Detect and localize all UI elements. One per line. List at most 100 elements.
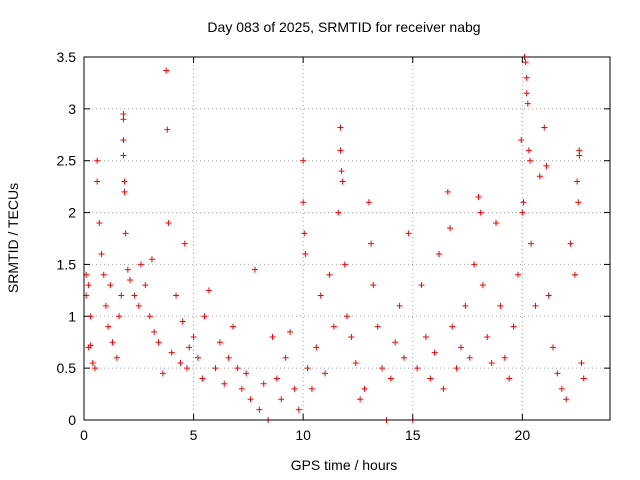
x-tick-labels: 0 5 10 15 20	[80, 427, 530, 443]
data-point	[525, 147, 532, 154]
data-point	[98, 251, 105, 258]
data-point	[146, 313, 153, 320]
data-point	[243, 370, 250, 377]
data-point	[116, 313, 123, 320]
data-point	[436, 251, 443, 258]
data-point	[225, 354, 232, 361]
data-point	[190, 334, 197, 341]
data-point	[527, 157, 534, 164]
data-point	[477, 209, 484, 216]
data-point	[330, 323, 337, 330]
data-point	[576, 152, 583, 159]
data-point	[447, 225, 454, 232]
data-point	[571, 271, 578, 278]
data-point	[580, 375, 587, 382]
y-tick-label: 1	[68, 308, 76, 324]
data-point	[120, 136, 127, 143]
data-point	[550, 344, 557, 351]
data-point	[302, 251, 309, 258]
data-point	[142, 282, 149, 289]
data-point	[179, 318, 186, 325]
data-point	[137, 261, 144, 268]
data-point	[131, 292, 138, 299]
data-point	[457, 344, 464, 351]
data-point	[105, 323, 112, 330]
data-point	[387, 375, 394, 382]
x-axis-label: GPS time / hours	[291, 457, 398, 473]
data-point	[514, 271, 521, 278]
data-point	[339, 178, 346, 185]
data-point	[545, 292, 552, 299]
data-point	[558, 385, 565, 392]
data-point	[497, 302, 504, 309]
data-point	[519, 209, 526, 216]
data-point	[120, 152, 127, 159]
data-point	[121, 178, 128, 185]
data-point	[348, 334, 355, 341]
plot-frame	[83, 56, 611, 421]
data-point	[522, 59, 529, 66]
data-point	[543, 162, 550, 169]
data-point	[282, 354, 289, 361]
data-point	[251, 266, 258, 273]
data-point	[414, 365, 421, 372]
data-point	[400, 354, 407, 361]
data-point	[113, 354, 120, 361]
data-point	[554, 370, 561, 377]
data-point	[85, 282, 92, 289]
data-point	[94, 157, 101, 164]
data-point	[541, 124, 548, 131]
data-point	[304, 365, 311, 372]
data-point	[352, 359, 359, 366]
data-point	[418, 282, 425, 289]
data-point	[422, 334, 429, 341]
data-point	[165, 219, 172, 226]
chart-title: Day 083 of 2025, SRMTID for receiver nab…	[207, 19, 480, 35]
data-point	[205, 287, 212, 294]
data-point	[247, 396, 254, 403]
data-point	[100, 271, 107, 278]
data-point	[396, 302, 403, 309]
data-point	[453, 365, 460, 372]
data-point	[471, 261, 478, 268]
data-point	[528, 240, 535, 247]
data-point	[493, 219, 500, 226]
data-point	[118, 292, 125, 299]
data-point	[574, 178, 581, 185]
y-tick-labels: 0 0.5 1 1.5 2 2.5 3 3.5	[57, 49, 77, 428]
data-point	[234, 365, 241, 372]
x-tick-label: 5	[190, 427, 198, 443]
data-point	[518, 136, 525, 143]
data-point	[269, 334, 276, 341]
axis-ticks	[83, 56, 610, 421]
data-points	[83, 54, 587, 423]
y-axis-label: SRMTID / TECUs	[5, 183, 21, 293]
data-point	[524, 100, 531, 107]
x-tick-label: 10	[295, 427, 311, 443]
data-point	[256, 406, 263, 413]
data-point	[475, 194, 482, 201]
data-point	[278, 396, 285, 403]
data-point	[201, 313, 208, 320]
data-point	[532, 302, 539, 309]
data-point	[344, 313, 350, 320]
data-point	[578, 359, 585, 366]
y-tick-label: 3.5	[57, 49, 77, 65]
data-point	[357, 396, 364, 403]
data-point	[405, 230, 412, 237]
data-point	[89, 359, 96, 366]
data-point	[124, 266, 131, 273]
data-point	[523, 74, 530, 81]
data-point	[567, 240, 574, 247]
data-point	[148, 256, 155, 263]
data-point	[501, 354, 508, 361]
data-point	[168, 349, 175, 356]
data-point	[322, 370, 329, 377]
data-point	[135, 302, 142, 309]
data-point	[120, 116, 127, 123]
x-tick-label: 15	[405, 427, 421, 443]
y-tick-label: 3	[68, 101, 76, 117]
data-point	[184, 365, 191, 372]
data-point	[260, 380, 267, 387]
data-point	[341, 261, 348, 268]
